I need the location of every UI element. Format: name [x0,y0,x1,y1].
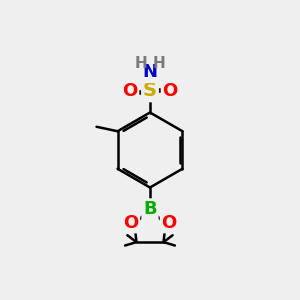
Text: B: B [143,200,157,218]
Text: O: O [122,82,137,100]
Text: H: H [153,56,165,71]
Text: O: O [162,214,177,232]
Text: S: S [143,81,157,101]
Text: O: O [123,214,138,232]
Text: H: H [135,56,147,71]
Text: N: N [142,63,158,81]
Text: O: O [163,82,178,100]
